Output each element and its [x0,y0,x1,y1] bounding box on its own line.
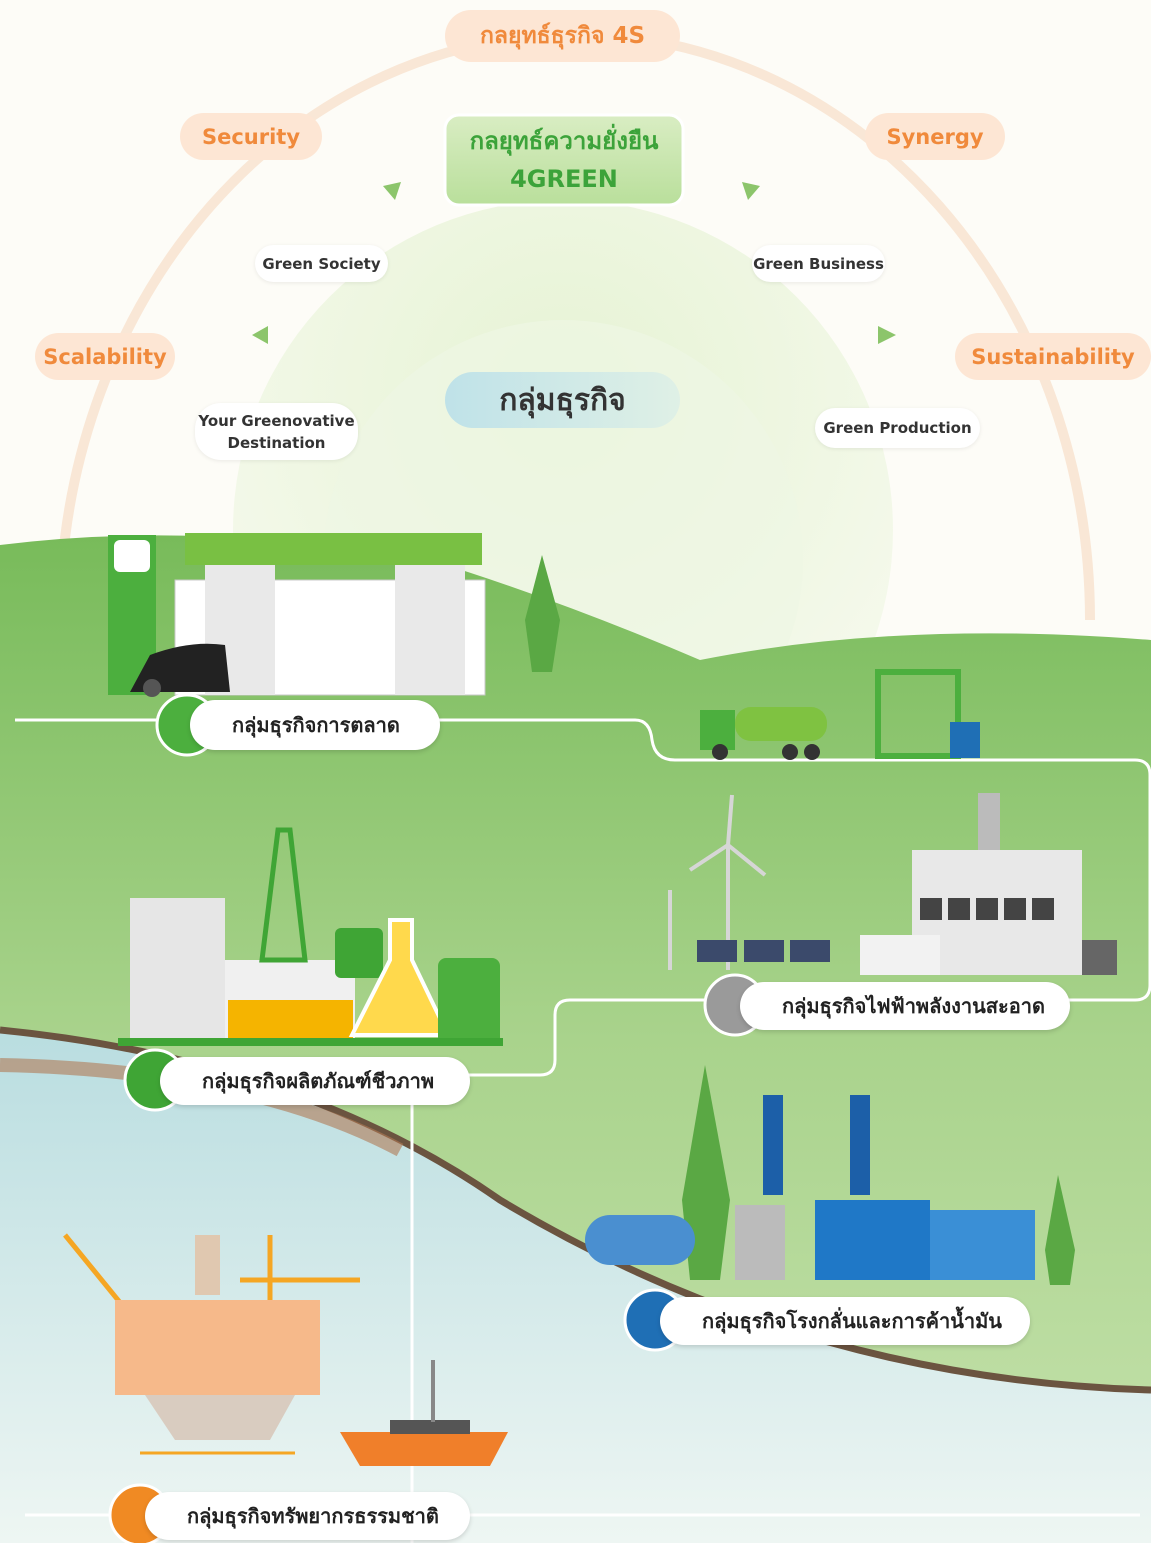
green-item: Your Greenovative Destination [195,403,358,460]
green-title: กลยุทธ์ความยั่งยืน 4GREEN [445,118,683,202]
green-item: Green Production [815,408,980,448]
strategy-4s: Security [180,113,322,160]
business-center: กลุ่มธุรกิจ [445,372,680,428]
strategy-4s: Sustainability [955,333,1151,380]
business-unit: กลุ่มธุรกิจโรงกลั่นและการค้าน้ำมัน [660,1297,1030,1345]
business-unit: กลุ่มธุรกิจผลิตภัณฑ์ชีวภาพ [160,1057,470,1105]
strategy-4s: Scalability [35,333,175,380]
green-item-line: Destination [228,432,326,454]
green-item: Green Business [752,245,885,282]
business-unit: กลุ่มธุรกิจการตลาด [190,700,440,750]
business-unit: กลุ่มธุรกิจไฟฟ้าพลังงานสะอาด [740,982,1070,1030]
green-title-line: 4GREEN [510,160,618,198]
green-title-line: กลยุทธ์ความยั่งยืน [470,122,659,160]
page: กลยุทธ์ธุรกิจ 4S Security Synergy Scalab… [0,0,1151,1543]
business-unit: กลุ่มธุรกิจทรัพยากรธรรมชาติ [145,1492,470,1540]
title: กลยุทธ์ธุรกิจ 4S [445,10,680,62]
green-item-line: Your Greenovative [198,410,354,432]
green-item: Green Society [255,245,388,282]
strategy-4s: Synergy [865,113,1005,160]
